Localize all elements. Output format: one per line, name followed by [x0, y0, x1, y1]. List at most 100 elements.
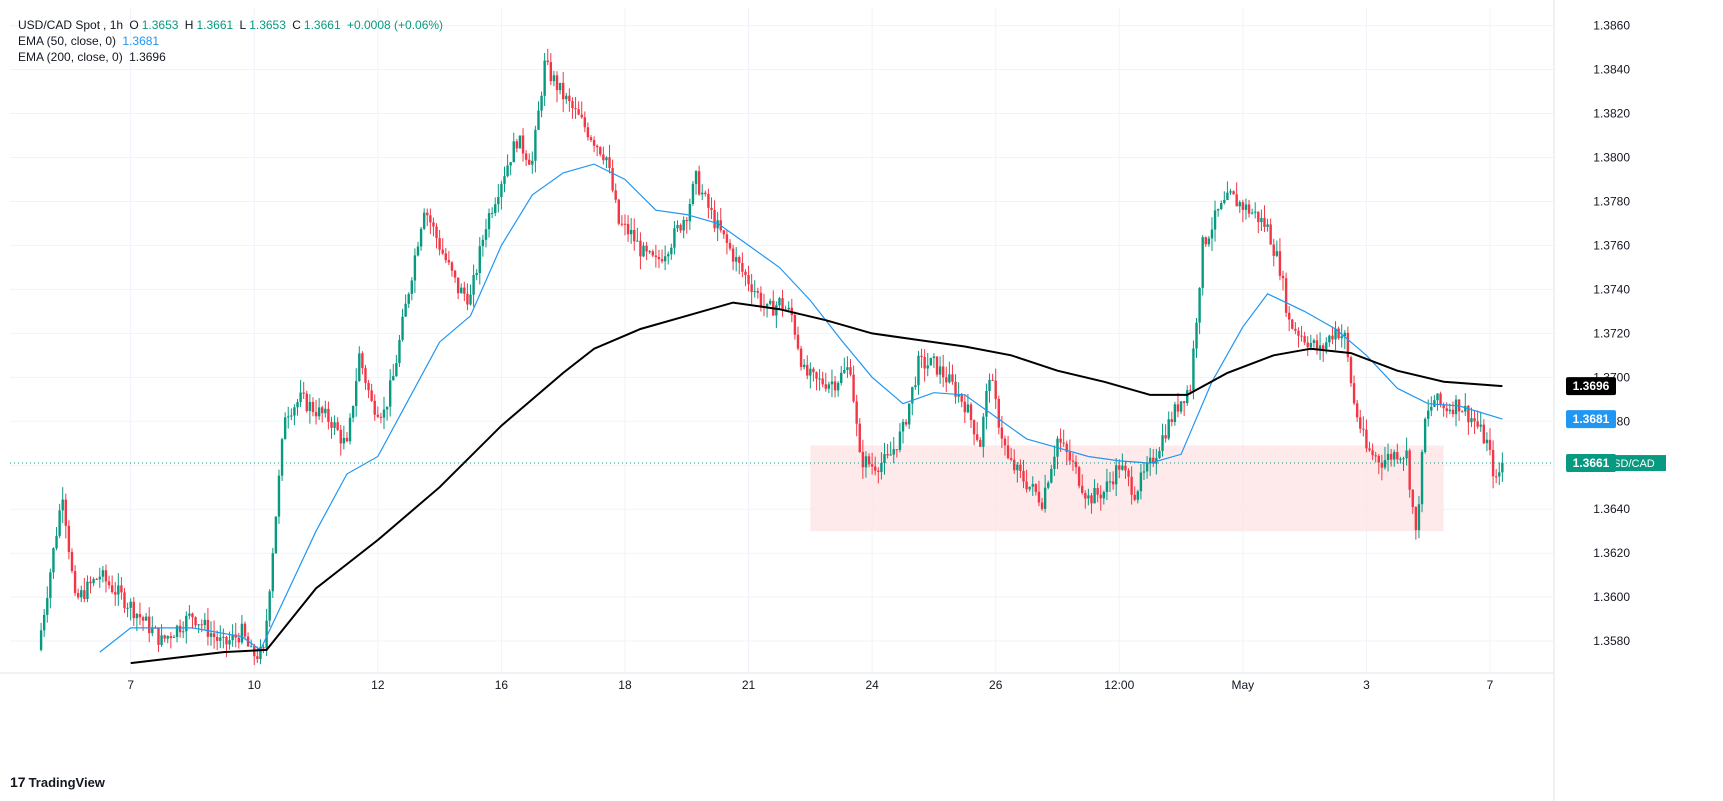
- candle-body: [1399, 458, 1402, 460]
- ema200-line: [130, 301, 1503, 665]
- candle-body: [898, 431, 902, 450]
- ema200-value: 1.3696: [129, 50, 166, 64]
- candle-body: [101, 570, 105, 577]
- candle-body: [478, 246, 481, 274]
- candle-body: [734, 257, 738, 262]
- candle-body: [392, 376, 395, 381]
- candle-body: [639, 240, 642, 257]
- candle-body: [657, 256, 661, 260]
- ema200-label: EMA (200, close, 0): [18, 50, 123, 64]
- x-tick-label: 7: [1487, 678, 1494, 692]
- candle-body: [1297, 330, 1300, 336]
- candle-body: [948, 374, 951, 383]
- candle-body: [1195, 322, 1198, 349]
- candle-body: [83, 590, 86, 600]
- ema50-legend: EMA (50, close, 0) 1.3681: [18, 34, 162, 48]
- candle-body: [920, 355, 923, 357]
- candle-body: [679, 224, 682, 231]
- candle-body: [932, 356, 936, 358]
- candle-body: [175, 625, 179, 637]
- candle-body: [126, 607, 129, 609]
- candle-body: [157, 628, 160, 645]
- x-tick-label: 12:00: [1104, 678, 1134, 692]
- candle-body: [957, 394, 960, 397]
- candle-body: [361, 353, 364, 369]
- candle-body: [1281, 275, 1285, 279]
- candle-body: [1352, 383, 1356, 404]
- candle-body: [1420, 451, 1424, 505]
- candle-body: [1328, 335, 1331, 343]
- candle-body: [73, 571, 77, 594]
- candle-body: [1334, 328, 1337, 340]
- candle-body: [1476, 421, 1479, 427]
- candle-body: [1312, 340, 1316, 343]
- candle-body: [89, 581, 92, 584]
- candle-body: [941, 366, 945, 378]
- price-label-bg: [1566, 377, 1616, 396]
- candle-body: [1216, 209, 1220, 211]
- candle-body: [351, 406, 355, 418]
- candle-body: [1396, 452, 1399, 460]
- candle-body: [1331, 335, 1334, 340]
- candle-body: [580, 114, 583, 118]
- candle-body: [840, 372, 843, 384]
- candle-body: [259, 647, 262, 660]
- tradingview-name: TradingView: [28, 775, 105, 790]
- candle-body: [1291, 319, 1294, 329]
- y-tick-label: 1.3780: [1593, 194, 1630, 208]
- candle-body: [110, 585, 114, 593]
- candle-body: [135, 614, 139, 619]
- candle-body: [750, 284, 753, 293]
- candle-body: [793, 315, 797, 335]
- candle-body: [849, 367, 852, 375]
- candle-body: [688, 203, 692, 222]
- candle-body: [1244, 204, 1248, 210]
- candle-body: [676, 224, 679, 229]
- y-tick-label: 1.3640: [1593, 502, 1630, 516]
- interval: 1h: [109, 18, 124, 32]
- candle-body: [1019, 464, 1022, 471]
- candle-body: [358, 353, 361, 382]
- candle-body: [308, 401, 312, 411]
- candle-body: [1464, 405, 1467, 412]
- candle-body: [1179, 401, 1183, 412]
- candle-body: [203, 619, 207, 626]
- candle-body: [296, 402, 299, 408]
- candle-body: [515, 141, 519, 149]
- candle-body: [917, 355, 920, 386]
- candle-body: [107, 581, 111, 586]
- candle-body: [46, 597, 49, 615]
- candle-body: [1077, 467, 1081, 486]
- candle-body: [738, 257, 741, 263]
- candle-body: [1050, 468, 1053, 483]
- candle-body: [55, 535, 58, 549]
- candle-body: [1405, 450, 1408, 459]
- candle-body: [1460, 411, 1464, 413]
- candle-body: [1099, 494, 1102, 499]
- candle-body: [673, 228, 676, 248]
- candle-body: [1170, 419, 1173, 423]
- candle-body: [1207, 238, 1211, 245]
- candle-body: [911, 387, 914, 404]
- tradingview-logo[interactable]: 17 TradingView: [10, 774, 105, 790]
- candle-body: [670, 247, 673, 255]
- candle-body: [52, 548, 55, 573]
- candle-body: [243, 623, 247, 637]
- candle-body: [398, 339, 401, 364]
- candle-body: [1142, 471, 1146, 473]
- candle-body: [722, 230, 726, 235]
- candle-body: [759, 292, 763, 307]
- candle-body: [114, 592, 117, 595]
- candle-body: [701, 192, 704, 195]
- price-label-bg: [1566, 410, 1616, 429]
- candle-body: [1272, 244, 1275, 256]
- candle-body: [1501, 462, 1504, 473]
- candle-body: [1325, 342, 1328, 349]
- candle-body: [450, 262, 454, 271]
- candle-body: [994, 380, 997, 399]
- candle-body: [833, 381, 837, 391]
- candle-body: [972, 420, 976, 435]
- candle-body: [1494, 476, 1498, 478]
- x-tick-label: 26: [989, 678, 1003, 692]
